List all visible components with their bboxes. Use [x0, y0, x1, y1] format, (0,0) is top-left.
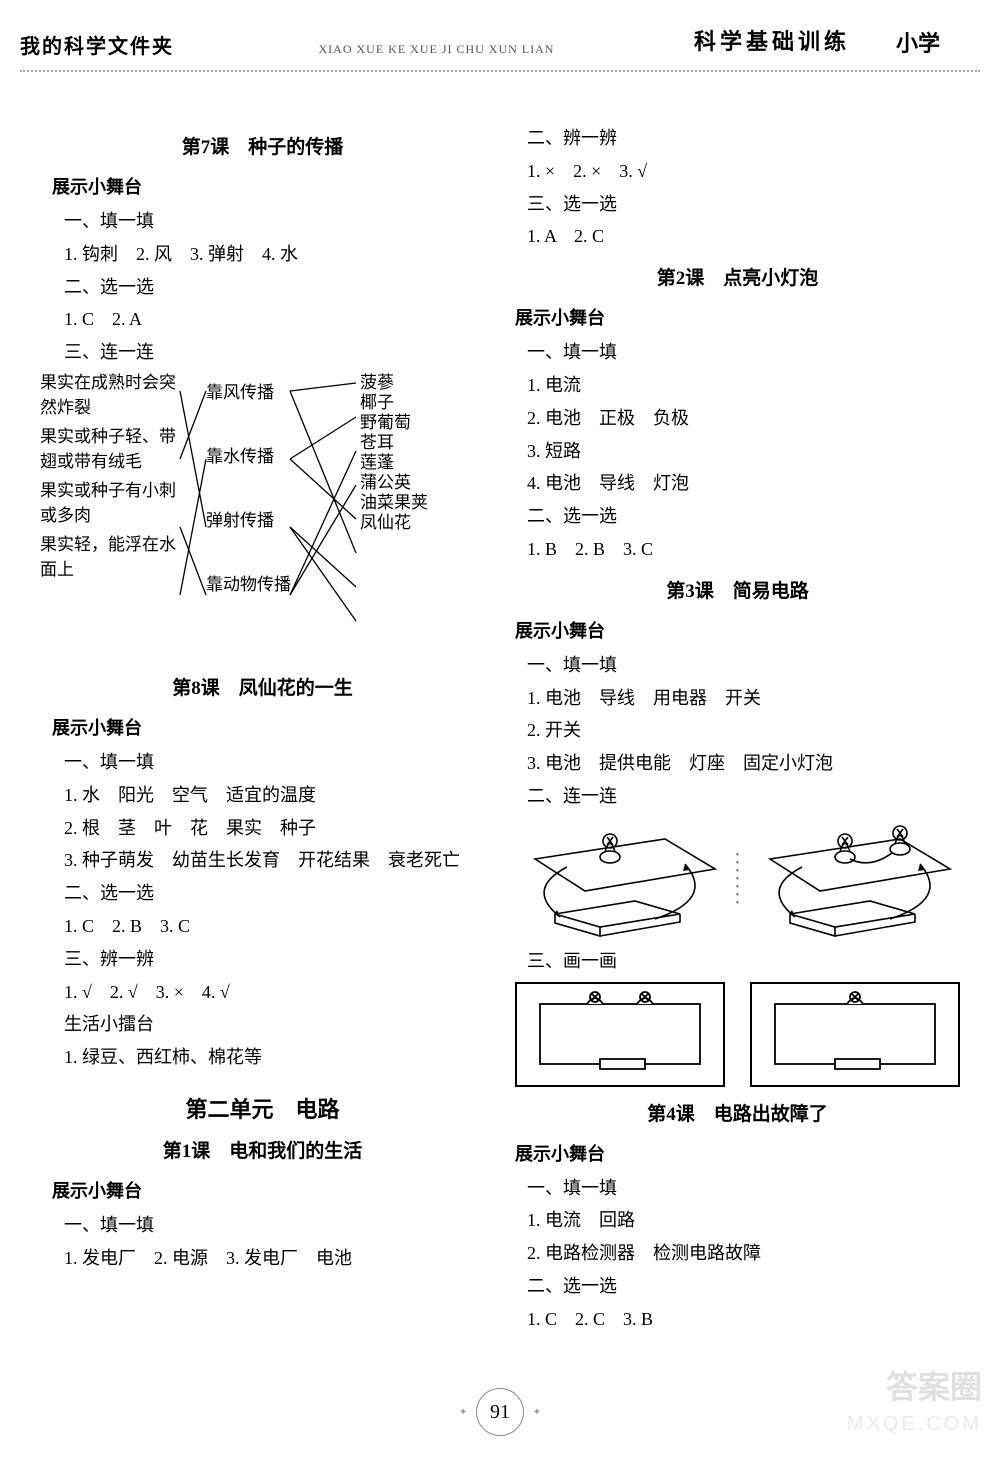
- matching-diagram: 果实在成熟时会突然炸裂果实或种子轻、带翅或带有绒毛果实或种子有小刺或多肉果实轻，…: [40, 371, 480, 661]
- lesson7-title: 第7课 种子的传播: [40, 132, 485, 159]
- l2-stage: 展示小舞台: [515, 304, 960, 330]
- schematic-b: [760, 989, 950, 1079]
- l8-s2-1: 1. C 2. B 3. C: [64, 912, 485, 941]
- schematic-row: [515, 982, 960, 1087]
- r-c1-s3-1: 1. A 2. C: [527, 222, 960, 251]
- watermark-2: MXQE.COM: [847, 1413, 982, 1436]
- schematic-a: [525, 989, 715, 1079]
- header-badge2: 小学: [896, 26, 940, 58]
- l4-s2h: 二、选一选: [527, 1272, 960, 1301]
- unit2-l1-stage: 展示小舞台: [52, 1177, 485, 1203]
- l3-s1h: 一、填一填: [527, 651, 960, 680]
- u2l1-s1-h: 一、填一填: [64, 1211, 485, 1240]
- l7-s1-1: 1. 钩刺 2. 风 3. 弹射 4. 水: [64, 240, 485, 269]
- match-col3: 菠蔘椰子野葡萄苍耳莲蓬蒲公英油菜果荚凤仙花: [360, 371, 470, 531]
- l3-stage: 展示小舞台: [515, 617, 960, 643]
- l8-s1-2: 2. 根 茎 叶 花 果实 种子: [64, 814, 485, 843]
- l4-s1-1: 1. 电流 回路: [527, 1206, 960, 1235]
- l2-s1-2: 2. 电池 正极 负极: [527, 404, 960, 433]
- l3-s1-3: 3. 电池 提供电能 灯座 固定小灯泡: [527, 749, 960, 778]
- right-column: 二、辨一辨 1. × 2. × 3. √ 三、选一选 1. A 2. C 第2课…: [515, 120, 960, 1338]
- match-col2: 靠风传播靠水传播弹射传播靠动物传播: [206, 381, 296, 637]
- l7-s1-h: 一、填一填: [64, 207, 485, 236]
- l8-s3-h: 三、辨一辨: [64, 945, 485, 974]
- l2-s2-1: 1. B 2. B 3. C: [527, 535, 960, 564]
- l8-s1-3: 3. 种子萌发 幼苗生长发育 开花结果 衰老死亡: [64, 846, 485, 875]
- circuit-illustration-b: [750, 819, 960, 939]
- schematic-box-b: [750, 982, 960, 1087]
- l4-s2-1: 1. C 2. C 3. B: [527, 1305, 960, 1334]
- l2-s1-3: 3. 短路: [527, 437, 960, 466]
- l2-s1-1: 1. 电流: [527, 371, 960, 400]
- l8-life-1: 1. 绿豆、西红柿、棉花等: [64, 1043, 485, 1072]
- r-c1-s2h: 二、辨一辨: [527, 124, 960, 153]
- unit2-title: 第二单元 电路: [40, 1092, 485, 1124]
- lesson8-title: 第8课 凤仙花的一生: [40, 673, 485, 700]
- l3-s2h: 二、连一连: [527, 782, 960, 811]
- l2-s2h: 二、选一选: [527, 502, 960, 531]
- r-c1-s3h: 三、选一选: [527, 190, 960, 219]
- l8-s2-h: 二、选一选: [64, 879, 485, 908]
- l3-s3h: 三、画一画: [527, 947, 960, 976]
- circuit-illustration-row: ·······: [515, 819, 960, 939]
- page-number-value: 91: [490, 1401, 510, 1424]
- lesson3-title: 第3课 简易电路: [515, 576, 960, 603]
- l4-s1-2: 2. 电路检测器 检测电路故障: [527, 1239, 960, 1268]
- l8-s3-1: 1. √ 2. √ 3. × 4. √: [64, 978, 485, 1007]
- header-badge: 科学基础训练: [694, 24, 850, 56]
- l8-s1-1: 1. 水 阳光 空气 适宜的温度: [64, 781, 485, 810]
- l2-s1-4: 4. 电池 导线 灯泡: [527, 469, 960, 498]
- match-col1: 果实在成熟时会突然炸裂果实或种子轻、带翅或带有绒毛果实或种子有小刺或多肉果实轻，…: [40, 371, 180, 587]
- row-divider: ·······: [733, 851, 743, 907]
- r-c1-s2-1: 1. × 2. × 3. √: [527, 157, 960, 186]
- l3-s1-2: 2. 开关: [527, 716, 960, 745]
- l7-s3-h: 三、连一连: [64, 338, 485, 367]
- l2-s1h: 一、填一填: [527, 338, 960, 367]
- lesson4-title: 第4课 电路出故障了: [515, 1099, 960, 1126]
- content-columns: 第7课 种子的传播 展示小舞台 一、填一填 1. 钩刺 2. 风 3. 弹射 4…: [0, 110, 1000, 1338]
- l4-s1h: 一、填一填: [527, 1174, 960, 1203]
- l8-s1-h: 一、填一填: [64, 748, 485, 777]
- l8-life-h: 生活小擂台: [64, 1010, 485, 1039]
- page-header: 我的科学文件夹 XIAO XUE KE XUE JI CHU XUN LIAN …: [0, 0, 1000, 110]
- l7-s2-1: 1. C 2. A: [64, 305, 485, 334]
- lesson8-stage: 展示小舞台: [52, 714, 485, 740]
- l3-s1-1: 1. 电池 导线 用电器 开关: [527, 684, 960, 713]
- l7-s2-h: 二、选一选: [64, 273, 485, 302]
- header-divider: [20, 70, 980, 72]
- header-pinyin: XIAO XUE KE XUE JI CHU XUN LIAN: [319, 42, 555, 56]
- schematic-box-a: [515, 982, 725, 1087]
- page-number: 91: [476, 1388, 524, 1436]
- u2l1-s1-1: 1. 发电厂 2. 电源 3. 发电厂 电池: [64, 1244, 485, 1273]
- l4-stage: 展示小舞台: [515, 1140, 960, 1166]
- lesson2-title: 第2课 点亮小灯泡: [515, 263, 960, 290]
- watermark-1: 答案圈: [886, 1362, 982, 1408]
- circuit-illustration-a: [515, 819, 725, 939]
- unit2-l1-title: 第1课 电和我们的生活: [40, 1136, 485, 1163]
- left-column: 第7课 种子的传播 展示小舞台 一、填一填 1. 钩刺 2. 风 3. 弹射 4…: [40, 120, 485, 1338]
- header-left: 我的科学文件夹: [20, 36, 174, 58]
- lesson7-stage: 展示小舞台: [52, 173, 485, 199]
